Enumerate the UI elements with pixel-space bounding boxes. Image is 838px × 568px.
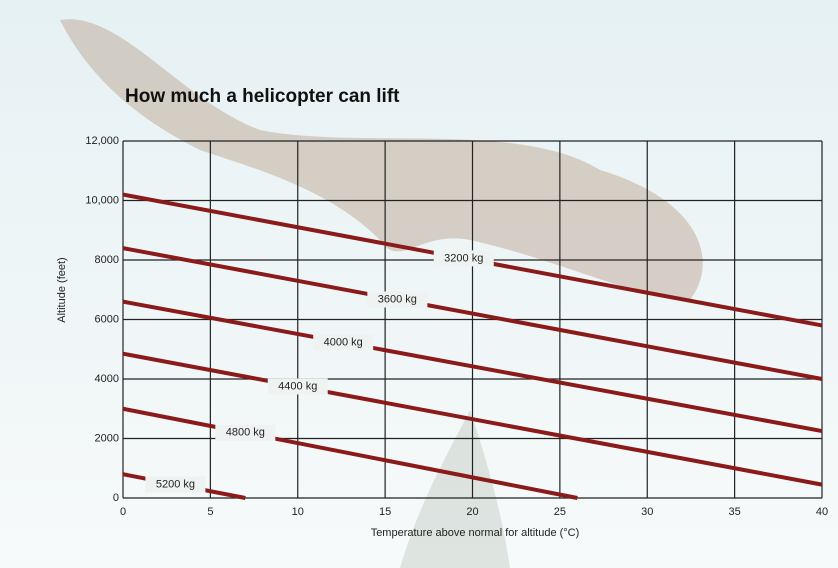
x-tick-label: 20 — [466, 506, 478, 518]
line-label: 4800 kg — [226, 427, 265, 439]
line-label: 3600 kg — [378, 293, 417, 305]
y-tick-label: 0 — [113, 492, 119, 504]
x-tick-label: 10 — [292, 506, 304, 518]
x-tick-label: 5 — [207, 506, 213, 518]
x-tick-label: 40 — [816, 506, 828, 518]
x-tick-label: 30 — [641, 506, 653, 518]
line-label: 4000 kg — [324, 336, 363, 348]
x-tick-label: 35 — [729, 506, 741, 518]
x-tick-label: 15 — [379, 506, 391, 518]
x-tick-label: 0 — [120, 506, 126, 518]
chart-title: How much a helicopter can lift — [125, 86, 400, 107]
y-tick-label: 8000 — [95, 254, 119, 266]
x-tick-label: 25 — [554, 506, 566, 518]
line-label: 3200 kg — [444, 252, 483, 264]
line-label: 4400 kg — [278, 380, 317, 392]
chart: How much a helicopter can lift Temperatu… — [0, 0, 838, 568]
y-tick-label: 10,000 — [85, 194, 119, 206]
y-tick-label: 2000 — [95, 432, 119, 444]
y-tick-label: 12,000 — [85, 135, 119, 147]
line-label: 5200 kg — [156, 478, 195, 490]
y-tick-label: 6000 — [95, 313, 119, 325]
y-tick-label: 4000 — [95, 373, 119, 385]
x-axis-label: Temperature above normal for altitude (°… — [371, 527, 580, 539]
y-axis-label: Altitude (feet) — [56, 257, 68, 322]
